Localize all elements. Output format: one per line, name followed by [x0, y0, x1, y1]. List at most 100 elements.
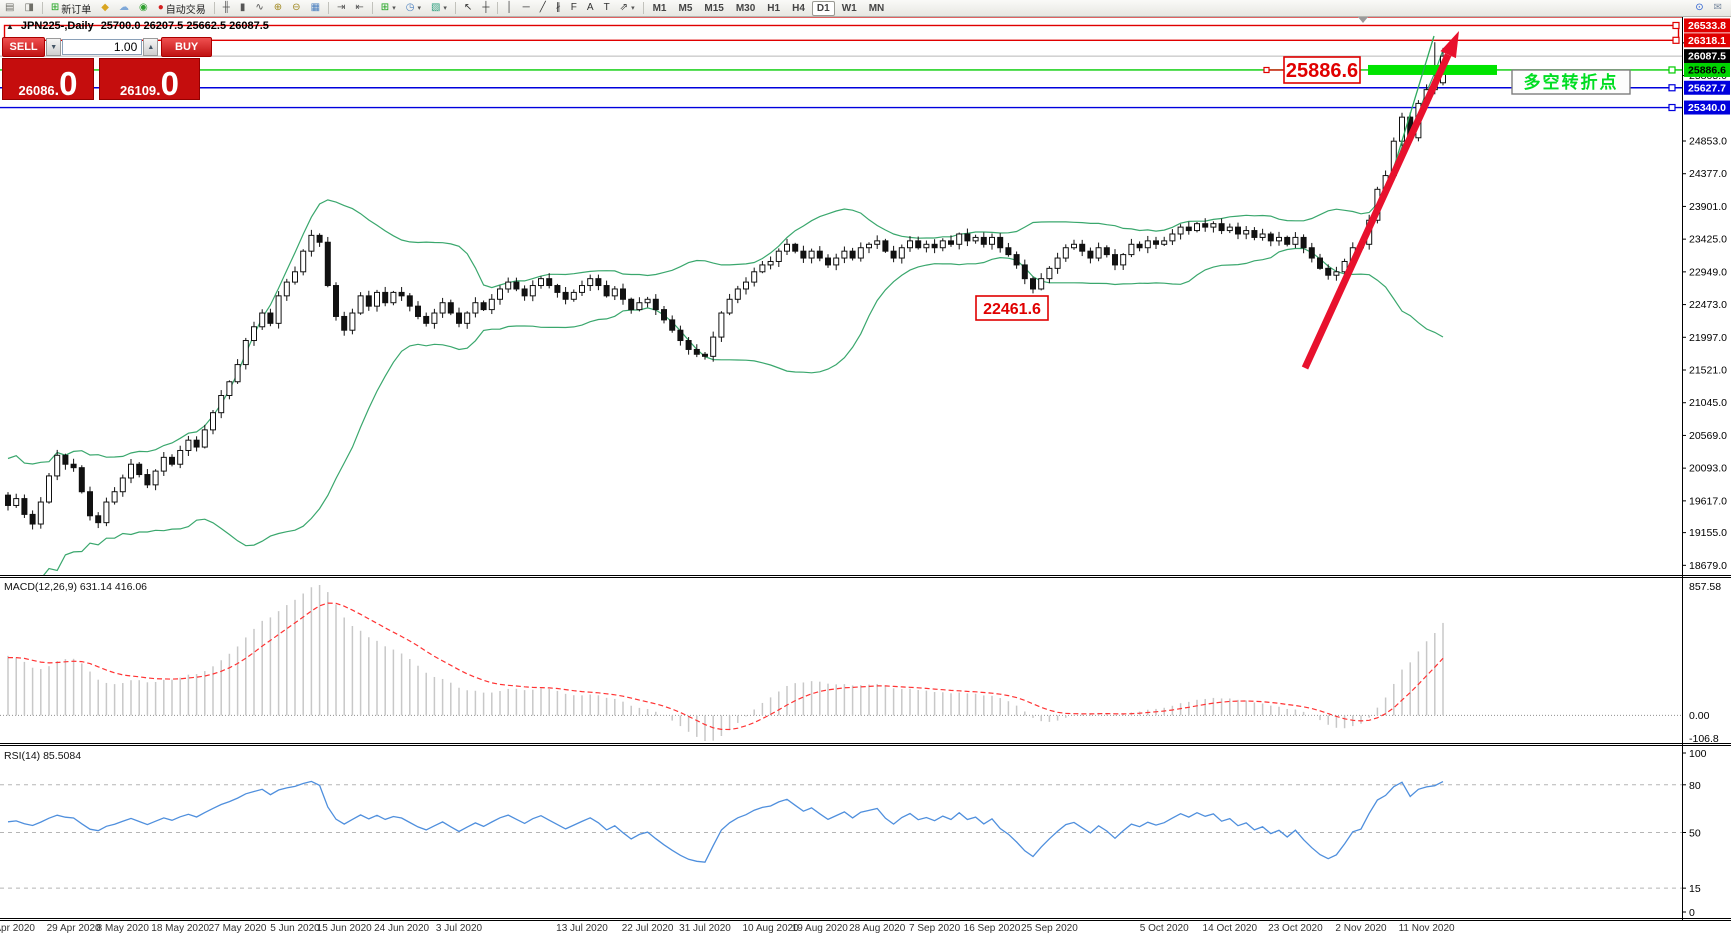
- price-chip: 26318.1: [1684, 33, 1730, 48]
- chevron-down-icon: ▾: [392, 5, 396, 12]
- cursor-icon[interactable]: ↖: [460, 0, 476, 16]
- equidistant-channel-icon[interactable]: ∦: [552, 0, 565, 16]
- sell-button[interactable]: SELL: [2, 37, 46, 57]
- svg-text:20093.0: 20093.0: [1689, 463, 1727, 475]
- crosshair-icon: ┼: [482, 2, 490, 13]
- rsi-line: [7, 780, 1444, 863]
- timeframe-m5[interactable]: M5: [678, 2, 693, 14]
- support-highlight-bar[interactable]: [1368, 64, 1497, 75]
- navigator-icon: ☁: [119, 2, 129, 13]
- symbol-header: ▲ JPN225-,Daily 25700.0 26207.5 25662.5 …: [6, 20, 269, 32]
- timeframe-h4[interactable]: H4: [792, 2, 805, 14]
- chart-shift-icon[interactable]: ⇤: [351, 0, 367, 16]
- timeframe-w1[interactable]: W1: [841, 2, 857, 14]
- vertical-line-icon[interactable]: │: [502, 0, 516, 16]
- macd-signal-line: [8, 602, 1444, 731]
- bar-chart-type-icon[interactable]: ╫: [219, 0, 234, 16]
- date-label: 27 May 2020: [209, 923, 267, 934]
- timeframe-d1[interactable]: D1: [811, 0, 835, 16]
- volume-input[interactable]: [62, 39, 143, 55]
- date-label: 5 Oct 2020: [1140, 923, 1189, 934]
- svg-text:0.00: 0.00: [1689, 710, 1710, 722]
- rectangle-anchor-icon[interactable]: [1358, 17, 1368, 23]
- svg-text:22473.0: 22473.0: [1689, 299, 1727, 311]
- price-chart-panel: 25886.6 22461.6 多空转折点: [0, 21, 1682, 575]
- zoom-in-icon[interactable]: ⊕: [270, 0, 286, 16]
- new-order-button: ⊞: [50, 2, 60, 13]
- new-order-button[interactable]: ⊞ 新订单: [47, 0, 95, 16]
- date-label: 15 Jun 2020: [317, 923, 372, 934]
- data-window-icon[interactable]: ◨: [20, 0, 37, 16]
- timeframe-m1[interactable]: M1: [652, 2, 667, 14]
- cursor-icon: ↖: [463, 2, 473, 13]
- bullish-arrow[interactable]: [1301, 31, 1459, 370]
- auto-trading-button-label: 自动交易: [165, 4, 206, 16]
- svg-text:25886.6: 25886.6: [1688, 64, 1726, 76]
- volume-increase-button[interactable]: ▲: [143, 38, 159, 56]
- add-indicator-button[interactable]: ⊞ ▾: [377, 0, 400, 16]
- buy-price[interactable]: 26109. 0: [99, 58, 200, 100]
- zoom-out-icon[interactable]: ⊖: [288, 0, 304, 16]
- tile-windows-icon[interactable]: ▦: [307, 0, 324, 16]
- symbol-ohlc: 25700.0 26207.5 25662.5 26087.5: [100, 20, 269, 32]
- chart-window-icon[interactable]: ▤: [1, 0, 18, 16]
- timeframe-mn[interactable]: MN: [868, 2, 885, 14]
- strategy-tester-icon[interactable]: ◉: [135, 0, 152, 16]
- text-icon[interactable]: A: [583, 0, 598, 16]
- fibonacci-icon[interactable]: F: [567, 0, 581, 16]
- auto-scroll-icon[interactable]: ⇥: [333, 0, 349, 16]
- sell-price[interactable]: 26086. 0: [2, 58, 94, 100]
- date-label: 22 Jul 2020: [622, 923, 674, 934]
- search-icon[interactable]: ⊙: [1691, 0, 1707, 16]
- rsi-panel: [0, 780, 1682, 889]
- date-label: 3 Jul 2020: [436, 923, 483, 934]
- period-button[interactable]: ◷ ▾: [402, 0, 425, 16]
- svg-text:26533.8: 26533.8: [1688, 20, 1726, 32]
- period-button: ◷: [405, 2, 415, 13]
- resistance-zone-rectangle[interactable]: [3, 24, 1680, 42]
- price-annotation-label[interactable]: 22461.6: [975, 295, 1049, 321]
- price-chip: 25886.6: [1684, 62, 1730, 77]
- timeframe-h1[interactable]: H1: [767, 2, 781, 14]
- timeframe-m30[interactable]: M30: [735, 2, 756, 14]
- macd-panel: [0, 585, 1682, 741]
- line-chart-type-icon[interactable]: ∿: [251, 0, 267, 16]
- volume-decrease-button[interactable]: ▼: [46, 38, 62, 56]
- navigator-icon[interactable]: ☁: [115, 0, 133, 16]
- horizontal-line-icon[interactable]: ─: [519, 0, 534, 16]
- date-label: 19 Aug 2020: [792, 923, 849, 934]
- price-annotation-label[interactable]: 25886.6: [1263, 56, 1361, 84]
- candles-layer: [5, 42, 1446, 530]
- price-axis: 26281.025805.024853.024377.023901.023425…: [1682, 18, 1730, 919]
- date-label: 7 Sep 2020: [909, 923, 961, 934]
- equidistant-channel-icon: ∦: [555, 2, 561, 13]
- svg-text:0: 0: [1689, 907, 1695, 919]
- candlestick-type-icon[interactable]: ▮: [236, 0, 250, 16]
- text-label-icon[interactable]: T: [600, 0, 614, 16]
- template-button[interactable]: ▧ ▾: [427, 0, 451, 16]
- svg-text:100: 100: [1689, 748, 1707, 760]
- macd-histogram: [7, 585, 1444, 741]
- svg-text:80: 80: [1689, 780, 1701, 792]
- market-watch-icon[interactable]: ◆: [97, 0, 113, 16]
- line-chart-type-icon: ∿: [255, 2, 264, 13]
- callout-turning-point[interactable]: 多空转折点: [1511, 69, 1631, 95]
- auto-trading-button[interactable]: ● 自动交易: [154, 0, 210, 16]
- trendline-icon: ╱: [539, 2, 546, 13]
- chat-icon[interactable]: ✉: [1710, 0, 1726, 16]
- date-label: 11 Nov 2020: [1399, 923, 1455, 934]
- timeframe-m15[interactable]: M15: [704, 2, 724, 14]
- sell-price-main: 26086: [18, 83, 55, 98]
- buy-button[interactable]: BUY: [161, 37, 212, 57]
- bollinger-bands: [7, 49, 1444, 575]
- date-label: 14 Oct 2020: [1203, 923, 1258, 934]
- date-label: 20 Apr 2020: [0, 923, 35, 934]
- sell-price-pip: 0: [59, 65, 78, 102]
- price-chip: 26087.5: [1684, 49, 1730, 64]
- crosshair-icon[interactable]: ┼: [478, 0, 493, 16]
- arrows-icon[interactable]: ⇗ ▾: [616, 0, 639, 16]
- trendline-icon[interactable]: ╱: [536, 0, 550, 16]
